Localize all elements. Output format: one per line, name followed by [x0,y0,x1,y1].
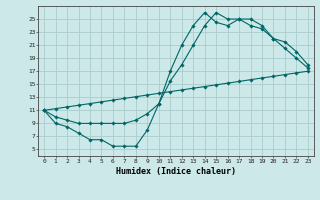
X-axis label: Humidex (Indice chaleur): Humidex (Indice chaleur) [116,167,236,176]
